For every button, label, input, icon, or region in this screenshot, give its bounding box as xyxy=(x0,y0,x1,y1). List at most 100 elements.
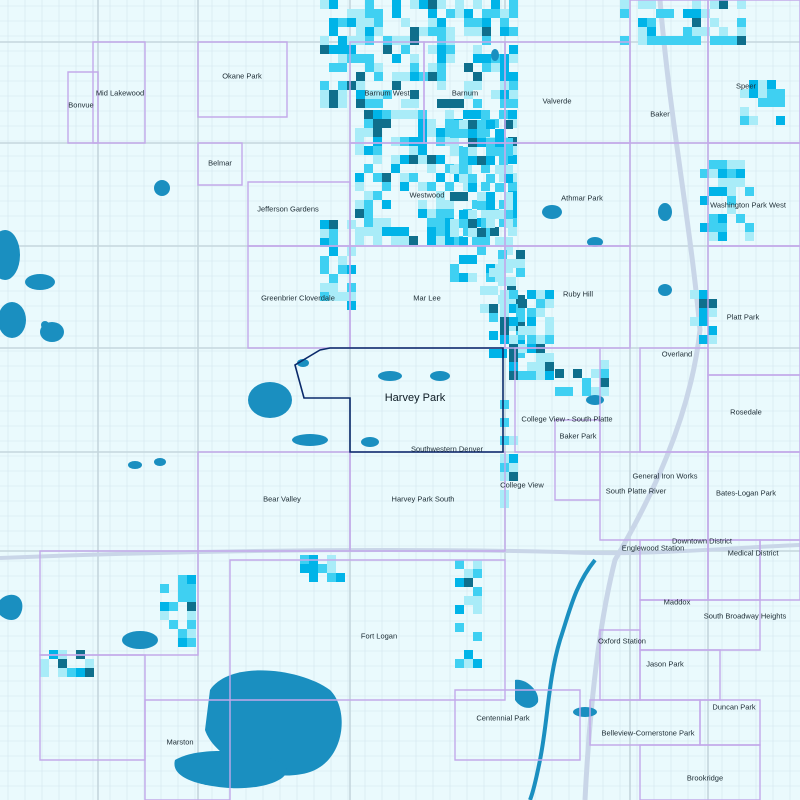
density-cell xyxy=(373,191,382,200)
neighborhood-label-bates-logan-park[interactable]: Bates-Logan Park xyxy=(715,488,777,498)
neighborhood-label-bonvue[interactable]: Bonvue xyxy=(68,100,94,110)
neighborhood-label-bear-valley[interactable]: Bear Valley xyxy=(263,494,301,504)
density-cell xyxy=(489,304,498,313)
density-cell xyxy=(427,218,436,227)
neighborhood-label-fort-logan[interactable]: Fort Logan xyxy=(360,631,398,641)
density-cell xyxy=(373,236,382,245)
neighborhood-label-valverde[interactable]: Valverde xyxy=(542,96,572,106)
density-cell xyxy=(468,129,477,138)
density-cell xyxy=(436,209,445,218)
neighborhood-label-south-platte-river[interactable]: South Platte River xyxy=(605,486,667,496)
neighborhood-label-baker[interactable]: Baker xyxy=(650,109,670,119)
neighborhood-label-belmar[interactable]: Belmar xyxy=(208,158,232,168)
neighborhood-label-mid-lakewood[interactable]: Mid Lakewood xyxy=(95,88,145,98)
density-cell xyxy=(708,308,717,317)
density-cell xyxy=(320,0,329,9)
density-cell xyxy=(392,9,401,18)
density-cell xyxy=(427,155,436,164)
density-cell xyxy=(356,27,365,36)
neighborhood-label-brookridge[interactable]: Brookridge xyxy=(686,773,724,783)
density-cell xyxy=(418,209,427,218)
density-cell xyxy=(338,36,347,45)
neighborhood-label-jason-park[interactable]: Jason Park xyxy=(646,659,684,669)
density-cell xyxy=(536,362,545,371)
density-cell xyxy=(187,638,196,647)
density-cell xyxy=(509,90,518,99)
density-cell xyxy=(767,80,776,89)
neighborhood-label-barnum-west[interactable]: Barnum West xyxy=(364,88,410,98)
water-body xyxy=(658,203,672,221)
density-cell xyxy=(749,116,758,125)
neighborhood-label-downtown-district[interactable]: Downtown District xyxy=(671,536,733,546)
neighborhood-label-athmar-park[interactable]: Athmar Park xyxy=(561,193,603,203)
density-cell xyxy=(507,304,516,313)
neighborhood-label-englewood-station[interactable]: Englewood Station xyxy=(621,543,685,553)
density-cell xyxy=(400,137,409,146)
density-cell xyxy=(473,560,482,569)
density-cell xyxy=(320,256,329,265)
density-cell xyxy=(481,209,490,218)
neighborhood-label-mar-lee[interactable]: Mar Lee xyxy=(413,293,441,303)
neighborhood-label-college-view[interactable]: College View xyxy=(500,480,544,490)
density-cell xyxy=(374,72,383,81)
neighborhood-label-maddox[interactable]: Maddox xyxy=(663,597,691,607)
neighborhood-label-college-view-south-platte[interactable]: College View - South Platte xyxy=(521,414,613,424)
density-cell xyxy=(410,0,419,9)
density-cell xyxy=(436,128,445,137)
neighborhood-label-overland[interactable]: Overland xyxy=(661,349,693,359)
neighborhood-label-belleview-cornerstone-park[interactable]: Belleview-Cornerstone Park xyxy=(601,728,695,738)
density-cell xyxy=(455,0,464,9)
density-cell xyxy=(499,200,508,209)
density-cell xyxy=(455,9,464,18)
neighborhood-label-greenbrier-cloverdale[interactable]: Greenbrier Cloverdale xyxy=(261,293,335,303)
density-cell xyxy=(329,90,338,99)
density-cell xyxy=(383,90,392,99)
pond xyxy=(515,679,539,708)
neighborhood-label-oxford-station[interactable]: Oxford Station xyxy=(598,636,646,646)
neighborhood-label-harvey-park[interactable]: Harvey Park xyxy=(384,392,446,404)
density-cell xyxy=(545,290,554,299)
density-cell xyxy=(187,629,196,638)
density-cell xyxy=(392,72,401,81)
neighborhood-label-southwestern-denver[interactable]: Southwestern Denver xyxy=(410,444,484,454)
density-cell xyxy=(446,27,455,36)
density-cell xyxy=(491,90,500,99)
density-cell xyxy=(477,120,486,129)
neighborhood-label-westwood[interactable]: Westwood xyxy=(409,190,445,200)
harvey-park-outline[interactable] xyxy=(294,347,504,453)
neighborhood-label-duncan-park[interactable]: Duncan Park xyxy=(712,702,756,712)
density-cell xyxy=(455,623,464,632)
density-cell xyxy=(709,223,718,232)
density-cell xyxy=(160,584,169,593)
density-cell xyxy=(555,387,564,396)
density-cell xyxy=(347,283,356,292)
density-cell xyxy=(509,99,518,108)
neighborhood-label-south-broadway-heights[interactable]: South Broadway Heights xyxy=(703,611,787,621)
density-cell xyxy=(527,326,536,335)
density-cell xyxy=(382,119,391,128)
density-cell xyxy=(320,90,329,99)
density-cell xyxy=(446,99,455,108)
neighborhood-label-ruby-hill[interactable]: Ruby Hill xyxy=(562,289,594,299)
density-cell xyxy=(401,99,410,108)
neighborhood-label-jefferson-gardens[interactable]: Jefferson Gardens xyxy=(257,204,319,214)
neighborhood-label-okane-park[interactable]: Okane Park xyxy=(222,71,262,81)
neighborhood-label-marston[interactable]: Marston xyxy=(166,737,194,747)
neighborhood-label-general-iron-works[interactable]: General Iron Works xyxy=(632,471,698,481)
density-cell xyxy=(365,9,374,18)
neighborhood-label-rosedale[interactable]: Rosedale xyxy=(730,407,762,417)
neighborhood-label-baker-park[interactable]: Baker Park xyxy=(559,431,597,441)
neighborhood-label-centennial-park[interactable]: Centennial Park xyxy=(476,713,530,723)
density-cell xyxy=(776,89,785,98)
neighborhood-label-harvey-park-south[interactable]: Harvey Park South xyxy=(391,494,455,504)
density-cell xyxy=(481,236,490,245)
neighborhood-label-speer[interactable]: Speer xyxy=(735,81,757,91)
neighborhood-label-platt-park[interactable]: Platt Park xyxy=(726,312,760,322)
density-cell xyxy=(364,119,373,128)
neighborhood-label-medical-district[interactable]: Medical District xyxy=(727,548,779,558)
density-cell xyxy=(445,227,454,236)
density-cell xyxy=(437,99,446,108)
neighborhood-label-washington-park-west[interactable]: Washington Park West xyxy=(710,200,786,210)
neighborhood-label-barnum[interactable]: Barnum xyxy=(451,88,479,98)
